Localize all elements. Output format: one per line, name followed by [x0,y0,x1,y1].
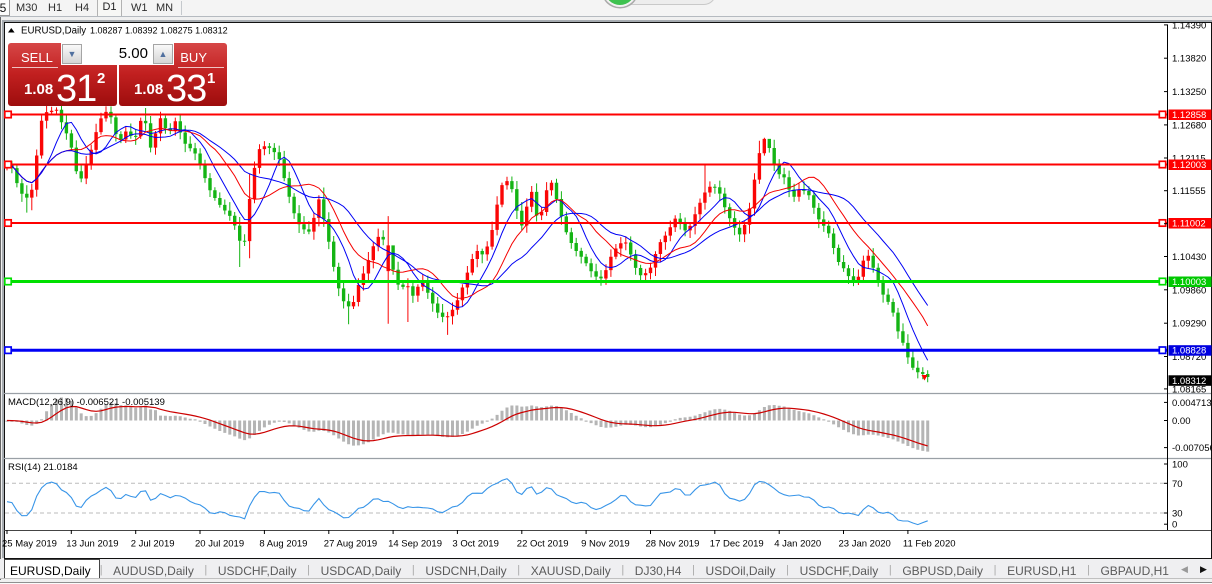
svg-text:20 Jul 2019: 20 Jul 2019 [195,539,244,550]
svg-text:1.12003: 1.12003 [1172,160,1206,171]
svg-text:1.08165: 1.08165 [1172,384,1206,395]
svg-text:100: 100 [1172,460,1188,471]
svg-text:30: 30 [1172,509,1183,520]
svg-text:0.00: 0.00 [1172,416,1191,427]
svg-text:3 Oct 2019: 3 Oct 2019 [452,539,498,550]
svg-text:1.08312: 1.08312 [1172,376,1206,387]
svg-text:1.14390: 1.14390 [1172,20,1206,31]
svg-text:28 Nov 2019: 28 Nov 2019 [646,539,700,550]
svg-text:1.13250: 1.13250 [1172,87,1206,98]
svg-text:17 Dec 2019: 17 Dec 2019 [710,539,764,550]
svg-text:23 Jan 2020: 23 Jan 2020 [839,539,891,550]
svg-text:1.10003: 1.10003 [1172,277,1206,288]
svg-text:2 Jul 2019: 2 Jul 2019 [131,539,175,550]
svg-text:-0.007056: -0.007056 [1172,443,1212,454]
svg-text:MACD(12,26,9) -0.006521 -0.005: MACD(12,26,9) -0.006521 -0.005139 [8,397,165,408]
svg-text:25 May 2019: 25 May 2019 [2,539,57,550]
svg-text:1.08720: 1.08720 [1172,352,1206,363]
svg-text:4 Jan 2020: 4 Jan 2020 [774,539,821,550]
svg-text:0: 0 [1172,520,1177,531]
svg-text:22 Oct 2019: 22 Oct 2019 [517,539,569,550]
svg-text:27 Aug 2019: 27 Aug 2019 [324,539,377,550]
svg-text:1.11555: 1.11555 [1172,186,1206,197]
svg-text:70: 70 [1172,479,1183,490]
svg-text:11 Feb 2020: 11 Feb 2020 [903,539,956,550]
svg-text:9 Nov 2019: 9 Nov 2019 [581,539,630,550]
svg-text:8 Aug 2019: 8 Aug 2019 [259,539,307,550]
svg-text:0.004713: 0.004713 [1172,398,1212,409]
svg-text:1.12115: 1.12115 [1172,154,1206,165]
svg-text:13 Jun 2019: 13 Jun 2019 [66,539,118,550]
svg-text:1.09860: 1.09860 [1172,285,1206,296]
svg-text:1.09290: 1.09290 [1172,319,1206,330]
svg-text:1.11002: 1.11002 [1172,219,1206,230]
svg-text:1.10430: 1.10430 [1172,252,1206,263]
svg-text:1.13820: 1.13820 [1172,54,1206,65]
svg-text:1.12858: 1.12858 [1172,110,1206,121]
svg-text:1.08287 1.08392 1.08275 1.0831: 1.08287 1.08392 1.08275 1.08312 [90,26,228,36]
svg-text:EURUSD,Daily: EURUSD,Daily [21,26,86,37]
svg-text:RSI(14) 21.0184: RSI(14) 21.0184 [8,462,78,473]
svg-text:1.08828: 1.08828 [1172,346,1206,357]
svg-text:14 Sep 2019: 14 Sep 2019 [388,539,442,550]
svg-text:1.12680: 1.12680 [1172,120,1206,131]
